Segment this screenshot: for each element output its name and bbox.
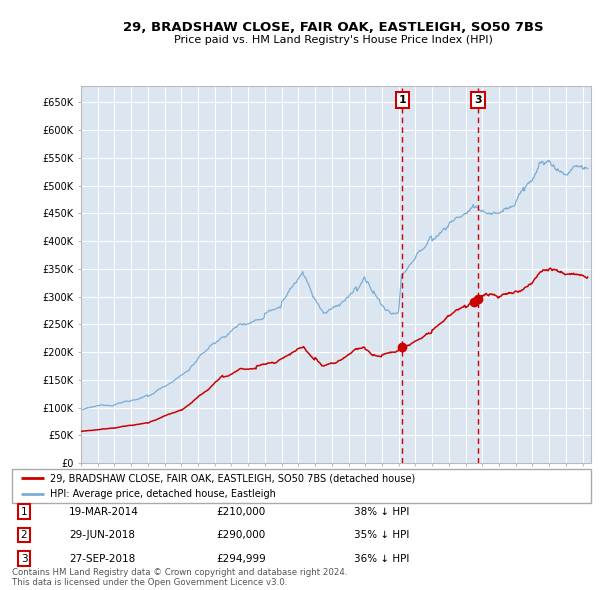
Text: 2: 2 bbox=[20, 530, 28, 540]
Text: 3: 3 bbox=[20, 554, 28, 563]
Text: 36% ↓ HPI: 36% ↓ HPI bbox=[354, 554, 409, 563]
Text: HPI: Average price, detached house, Eastleigh: HPI: Average price, detached house, East… bbox=[50, 489, 275, 499]
Text: 1: 1 bbox=[20, 507, 28, 516]
Text: 3: 3 bbox=[474, 95, 482, 105]
Text: 29, BRADSHAW CLOSE, FAIR OAK, EASTLEIGH, SO50 7BS (detached house): 29, BRADSHAW CLOSE, FAIR OAK, EASTLEIGH,… bbox=[50, 473, 415, 483]
Text: Price paid vs. HM Land Registry's House Price Index (HPI): Price paid vs. HM Land Registry's House … bbox=[173, 35, 493, 45]
Text: 27-SEP-2018: 27-SEP-2018 bbox=[69, 554, 135, 563]
Text: 29, BRADSHAW CLOSE, FAIR OAK, EASTLEIGH, SO50 7BS: 29, BRADSHAW CLOSE, FAIR OAK, EASTLEIGH,… bbox=[122, 21, 544, 34]
Text: Contains HM Land Registry data © Crown copyright and database right 2024.
This d: Contains HM Land Registry data © Crown c… bbox=[12, 568, 347, 587]
Text: £290,000: £290,000 bbox=[216, 530, 265, 540]
Text: 38% ↓ HPI: 38% ↓ HPI bbox=[354, 507, 409, 516]
Text: 29-JUN-2018: 29-JUN-2018 bbox=[69, 530, 135, 540]
Text: £210,000: £210,000 bbox=[216, 507, 265, 516]
Text: 19-MAR-2014: 19-MAR-2014 bbox=[69, 507, 139, 516]
Text: 1: 1 bbox=[398, 95, 406, 105]
Text: £294,999: £294,999 bbox=[216, 554, 266, 563]
Text: 35% ↓ HPI: 35% ↓ HPI bbox=[354, 530, 409, 540]
